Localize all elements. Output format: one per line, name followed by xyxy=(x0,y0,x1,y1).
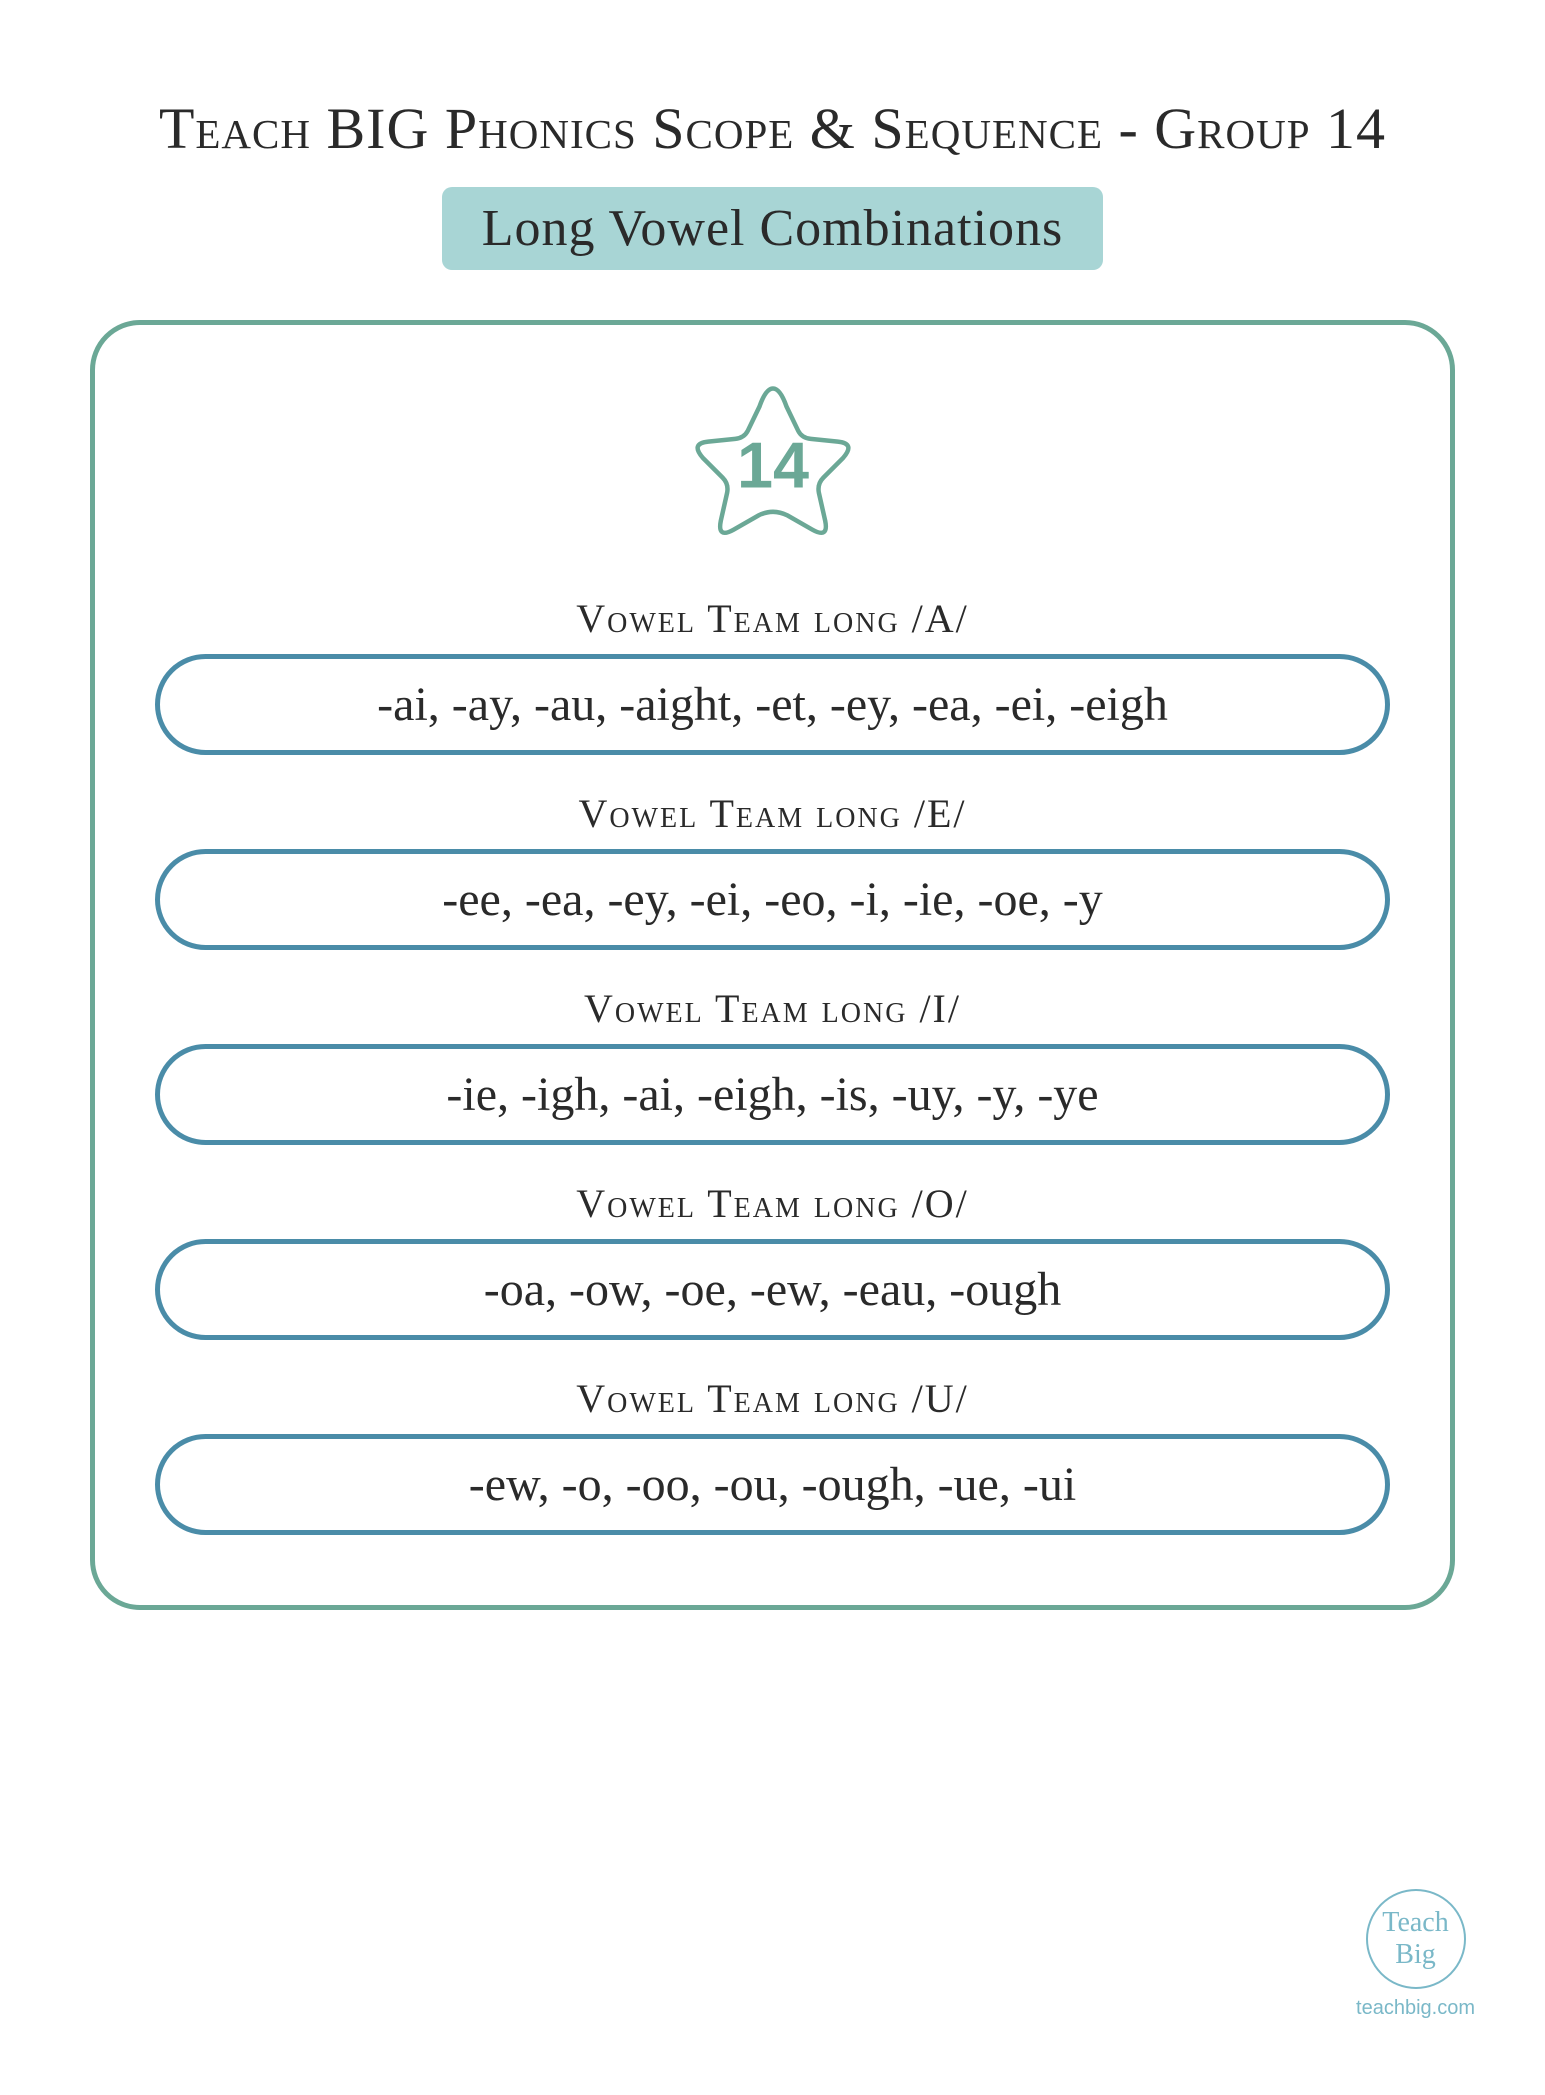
section-label: Vowel Team long /A/ xyxy=(155,595,1390,642)
pill-content: -ee, -ea, -ey, -ei, -eo, -i, -ie, -oe, -… xyxy=(155,849,1390,950)
logo-text: Teach Big xyxy=(1368,1907,1464,1971)
section-u: Vowel Team long /U/ -ew, -o, -oo, -ou, -… xyxy=(155,1375,1390,1535)
star-icon: 14 xyxy=(683,375,863,555)
logo-area: Teach Big teachbig.com xyxy=(1356,1889,1475,2020)
section-o: Vowel Team long /O/ -oa, -ow, -oe, -ew, … xyxy=(155,1180,1390,1340)
content-box: 14 Vowel Team long /A/ -ai, -ay, -au, -a… xyxy=(90,320,1455,1610)
logo-circle-icon: Teach Big xyxy=(1366,1889,1466,1989)
page-title: Teach BIG Phonics Scope & Sequence - Gro… xyxy=(0,95,1545,162)
pill-content: -ew, -o, -oo, -ou, -ough, -ue, -ui xyxy=(155,1434,1390,1535)
section-i: Vowel Team long /I/ -ie, -igh, -ai, -eig… xyxy=(155,985,1390,1145)
section-label: Vowel Team long /E/ xyxy=(155,790,1390,837)
section-label: Vowel Team long /U/ xyxy=(155,1375,1390,1422)
section-a: Vowel Team long /A/ -ai, -ay, -au, -aigh… xyxy=(155,595,1390,755)
pill-content: -ai, -ay, -au, -aight, -et, -ey, -ea, -e… xyxy=(155,654,1390,755)
star-badge: 14 xyxy=(155,375,1390,555)
pill-content: -oa, -ow, -oe, -ew, -eau, -ough xyxy=(155,1239,1390,1340)
section-label: Vowel Team long /I/ xyxy=(155,985,1390,1032)
pill-content: -ie, -igh, -ai, -eigh, -is, -uy, -y, -ye xyxy=(155,1044,1390,1145)
section-label: Vowel Team long /O/ xyxy=(155,1180,1390,1227)
logo-url: teachbig.com xyxy=(1356,1997,1475,2020)
section-e: Vowel Team long /E/ -ee, -ea, -ey, -ei, … xyxy=(155,790,1390,950)
group-number: 14 xyxy=(736,429,808,502)
subtitle-badge: Long Vowel Combinations xyxy=(442,187,1104,270)
